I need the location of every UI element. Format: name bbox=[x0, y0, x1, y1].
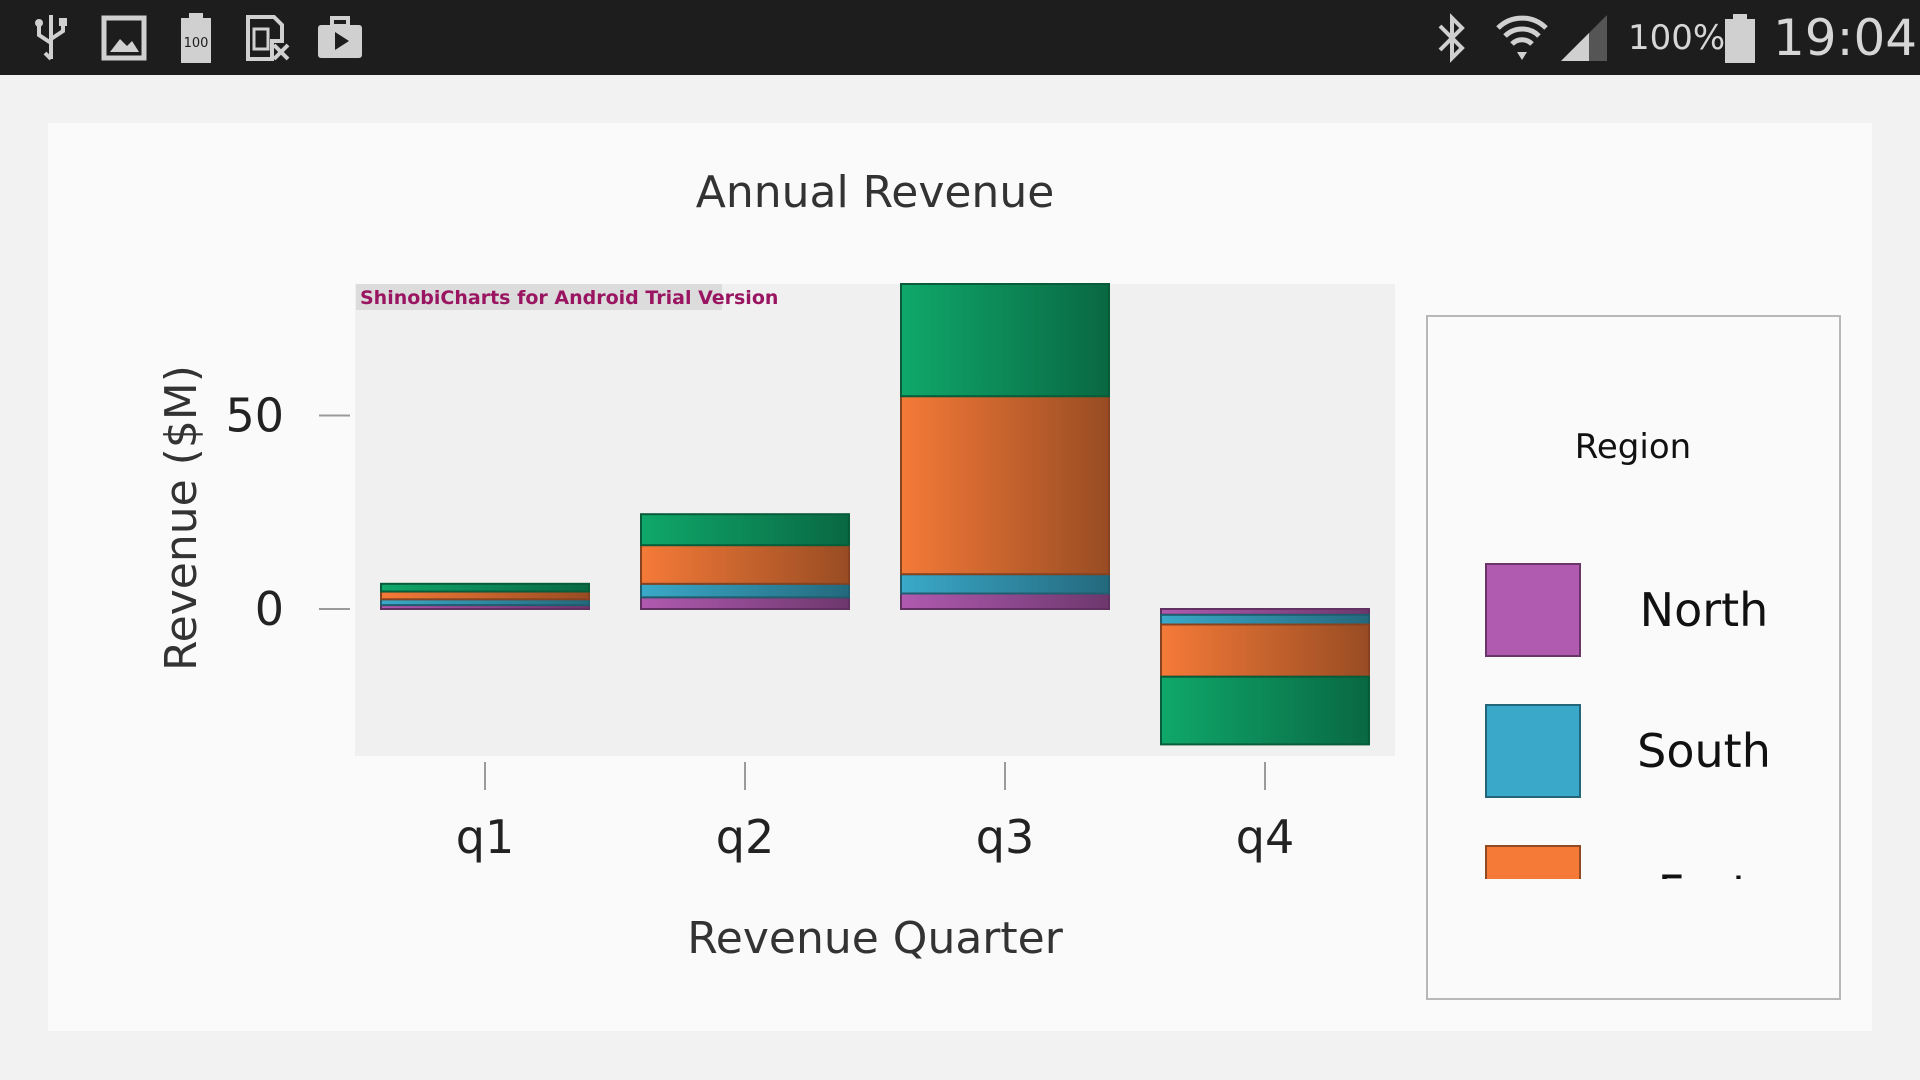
clock: 19:04 bbox=[1773, 8, 1918, 67]
bar-segment-q4-series-4 bbox=[1160, 675, 1370, 746]
watermark: ShinobiCharts for Android Trial Version bbox=[360, 287, 778, 309]
bar-segment-q2-east bbox=[640, 544, 850, 585]
x-tick-label: q2 bbox=[716, 810, 774, 864]
bar-segment-q1-east bbox=[380, 590, 590, 601]
x-axis-label: Revenue Quarter bbox=[687, 913, 1064, 964]
legend-label-south: South bbox=[1637, 724, 1771, 778]
status-bar: 100 100% 19:04 bbox=[0, 0, 1920, 75]
bar-segment-q2-south bbox=[640, 582, 850, 599]
chart-title: Annual Revenue bbox=[696, 167, 1055, 218]
y-tick-label: 0 bbox=[255, 582, 284, 636]
svg-text:100: 100 bbox=[184, 36, 209, 51]
y-axis-label: Revenue ($M) bbox=[156, 365, 207, 671]
bar-segment-q3-south bbox=[900, 573, 1110, 595]
bar-segment-q3-east bbox=[900, 395, 1110, 576]
legend-swatch-south bbox=[1485, 704, 1581, 798]
bar-segment-q3-north bbox=[900, 592, 1110, 610]
bar-segment-q1-series-4 bbox=[380, 582, 590, 593]
legend-label-fast: Fast bbox=[1658, 865, 1750, 919]
revenue-chart: Annual Revenue ShinobiCharts for Android… bbox=[156, 167, 1841, 1000]
wifi-icon bbox=[1494, 0, 1550, 75]
legend-box bbox=[1426, 315, 1841, 1000]
legend: Region North South Fast bbox=[1426, 315, 1841, 1000]
x-tick-label: q4 bbox=[1236, 810, 1294, 864]
battery-percent: 100% bbox=[1628, 17, 1726, 58]
y-tick-label: 50 bbox=[225, 389, 284, 443]
sim-card-x-icon bbox=[244, 0, 292, 75]
bar-segment-q2-north bbox=[640, 596, 850, 610]
bar-segment-q4-east bbox=[1160, 623, 1370, 678]
legend-swatch-north bbox=[1485, 563, 1581, 657]
bar-segment-q4-south bbox=[1160, 613, 1370, 626]
bluetooth-icon bbox=[1430, 0, 1474, 75]
usb-icon bbox=[30, 0, 72, 75]
bar-segment-q2-series-4 bbox=[640, 513, 850, 547]
battery-icon bbox=[1722, 0, 1758, 75]
image-icon bbox=[100, 0, 148, 75]
chart-card: Annual Revenue ShinobiCharts for Android… bbox=[48, 123, 1872, 1031]
x-tick-label: q1 bbox=[456, 810, 514, 864]
bar-segment-q3-series-4 bbox=[900, 283, 1110, 398]
legend-label-north: North bbox=[1640, 583, 1769, 637]
play-store-icon bbox=[314, 0, 366, 75]
legend-title: Region bbox=[1575, 427, 1691, 467]
x-tick-label: q3 bbox=[976, 810, 1034, 864]
signal-icon bbox=[1558, 0, 1610, 75]
legend-swatch-fast bbox=[1485, 845, 1581, 879]
watermark-bg bbox=[356, 284, 722, 310]
battery-100-icon: 100 bbox=[176, 0, 216, 75]
